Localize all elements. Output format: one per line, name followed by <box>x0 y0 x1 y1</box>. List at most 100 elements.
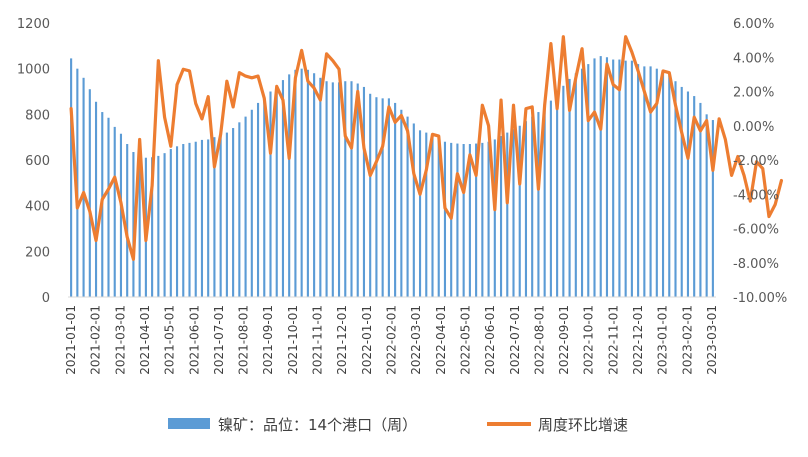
left-y-axis-ticks: 0 200 400 600 800 1000 1200 <box>17 17 50 306</box>
bar <box>207 139 210 297</box>
x-tick-label: 2022-06-01 <box>483 305 497 375</box>
bar <box>618 59 621 297</box>
bar <box>556 93 559 297</box>
bar <box>281 80 285 297</box>
bar <box>244 116 247 298</box>
bar <box>238 122 241 297</box>
x-tick-label: 2021-12-01 <box>335 305 349 375</box>
x-tick-label: 2021-08-01 <box>237 305 251 375</box>
bar <box>562 85 565 297</box>
y-left-tick-label: 0 <box>42 291 50 306</box>
bar <box>82 77 85 297</box>
bar <box>213 137 216 297</box>
x-axis-ticks: 2021-01-01 2021-02-01 2021-03-01 2021-04-01… <box>64 305 719 375</box>
bar <box>175 146 179 297</box>
bar <box>406 116 409 298</box>
bar <box>200 139 204 297</box>
bar <box>269 91 272 297</box>
bar <box>693 96 696 297</box>
bar <box>661 70 665 297</box>
bar <box>107 117 110 297</box>
bar <box>182 144 185 297</box>
bar <box>612 59 615 297</box>
x-tick-label: 2021-05-01 <box>163 305 177 375</box>
bar <box>580 68 584 297</box>
x-tick-label: 2021-11-01 <box>311 305 325 375</box>
y-right-tick-label: -6.00% <box>733 223 779 238</box>
x-tick-label: 2021-02-01 <box>89 305 103 375</box>
bar <box>456 143 459 297</box>
bar <box>493 139 496 297</box>
x-tick-label: 2022-08-01 <box>532 305 546 375</box>
bar <box>275 85 278 297</box>
x-tick-label: 2021-09-01 <box>261 305 275 375</box>
bar <box>655 68 658 297</box>
bar <box>674 81 677 297</box>
bar <box>418 130 422 297</box>
x-tick-label: 2022-07-01 <box>508 305 522 375</box>
x-tick-label: 2022-12-01 <box>631 305 645 375</box>
bar <box>163 153 166 297</box>
bar <box>344 81 347 297</box>
bar <box>306 69 309 297</box>
bar <box>686 91 690 297</box>
line-series-layer <box>69 35 784 261</box>
y-right-tick-label: 4.00% <box>733 51 774 66</box>
bar <box>313 73 316 297</box>
y-right-tick-label: 2.00% <box>733 86 774 101</box>
bar <box>568 78 571 297</box>
bar <box>94 101 98 297</box>
y-right-tick-label: -2.00% <box>733 154 779 169</box>
bar <box>119 133 123 297</box>
bar <box>356 83 359 297</box>
x-tick-label: 2023-01-01 <box>656 305 670 375</box>
y-left-tick-label: 600 <box>25 154 50 169</box>
x-tick-label: 2022-01-01 <box>360 305 374 375</box>
bar <box>649 66 652 297</box>
bar <box>699 102 702 297</box>
bar <box>524 121 528 298</box>
bar <box>531 116 534 298</box>
x-tick-label: 2023-02-01 <box>680 305 694 375</box>
bar <box>599 56 602 297</box>
bar <box>113 126 116 297</box>
y-right-tick-label: -10.00% <box>733 291 787 306</box>
bar <box>151 157 154 297</box>
legend-line-label: 周度环比增速 <box>538 416 628 434</box>
bar <box>169 149 172 297</box>
bar <box>637 64 640 297</box>
bar <box>431 137 434 297</box>
bar <box>188 142 191 298</box>
bar <box>475 143 478 297</box>
bar <box>630 60 633 297</box>
bar <box>506 132 509 297</box>
bar <box>387 98 390 297</box>
legend-bar-swatch <box>168 418 210 429</box>
x-tick-label: 2022-10-01 <box>582 305 596 375</box>
bar <box>394 102 397 297</box>
y-left-tick-label: 1000 <box>17 63 50 78</box>
x-tick-label: 2022-11-01 <box>606 305 620 375</box>
x-tick-label: 2022-05-01 <box>459 305 473 375</box>
bar <box>537 112 540 297</box>
right-y-axis-ticks: -10.00% -8.00% -6.00% -4.00% -2.00% 0.00% 2.00… <box>733 17 787 306</box>
bar <box>232 128 235 297</box>
y-right-tick-label: -8.00% <box>733 257 779 272</box>
bar <box>574 73 577 297</box>
bar <box>643 66 646 297</box>
x-tick-label: 2021-07-01 <box>212 305 226 375</box>
bar <box>126 144 129 297</box>
bar <box>512 129 515 297</box>
bar <box>375 97 378 298</box>
bar <box>499 136 503 297</box>
x-tick-label: 2021-10-01 <box>286 305 300 375</box>
x-tick-label: 2023-03-01 <box>705 305 719 375</box>
x-tick-label: 2021-06-01 <box>187 305 201 375</box>
bar <box>400 109 403 298</box>
bar <box>219 134 222 297</box>
bar <box>462 144 465 297</box>
bar <box>425 132 428 297</box>
y-right-tick-label: -4.00% <box>733 188 779 203</box>
bar <box>437 139 440 297</box>
